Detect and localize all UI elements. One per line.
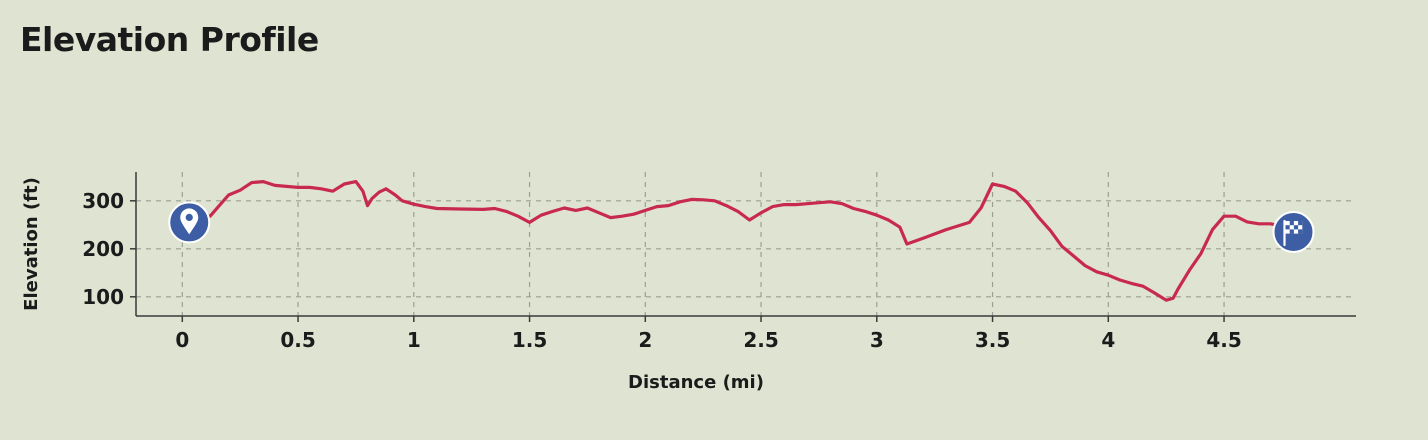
y-tick-label-0: 100 — [82, 285, 124, 309]
x-axis-title: Distance (mi) — [628, 372, 764, 393]
y-axis-title: Elevation (ft) — [21, 177, 42, 311]
x-tick-label-2: 1 — [407, 328, 421, 352]
x-tick-label-6: 3 — [870, 328, 884, 352]
x-tick-label-9: 4.5 — [1206, 328, 1241, 352]
y-tick-label-1: 200 — [82, 237, 124, 261]
flag-check-cell-icon — [1289, 229, 1294, 234]
x-tick-label-4: 2 — [638, 328, 652, 352]
elevation-line-0 — [180, 180, 1296, 302]
map-pin-icon — [180, 208, 199, 235]
x-tick-label-3: 1.5 — [512, 328, 547, 352]
flag-check-cell-icon — [1289, 221, 1294, 226]
flag-check-cell-icon — [1285, 225, 1290, 230]
x-tick-label-1: 0.5 — [280, 328, 315, 352]
y-tick-label-2: 300 — [82, 189, 124, 213]
x-tick-label-7: 3.5 — [975, 328, 1010, 352]
flag-check-cell-icon — [1293, 225, 1299, 230]
page-title: Elevation Profile — [20, 20, 319, 59]
x-tick-label-5: 2.5 — [743, 328, 778, 352]
flag-check-cell-icon — [1298, 229, 1303, 234]
x-tick-label-0: 0 — [175, 328, 189, 352]
x-tick-label-8: 4 — [1101, 328, 1115, 352]
flag-check-cell-icon — [1298, 221, 1303, 226]
map-pin-hole-icon — [185, 213, 193, 221]
